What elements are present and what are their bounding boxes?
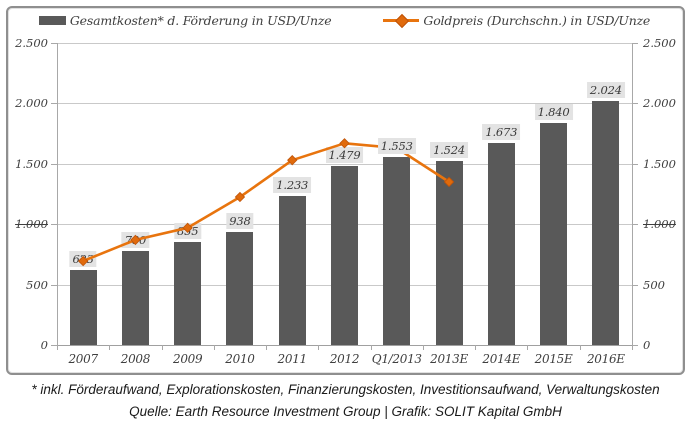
y-tick-right [632,224,638,226]
bar-value-label: 1.840 [534,103,573,120]
x-axis-label-2016E: 2016E [586,352,625,366]
x-tick [422,345,424,350]
y-tick-right [632,345,638,346]
x-axis-label-2010: 2010 [225,352,255,366]
y-axis-label-left: 2.000 [15,96,48,111]
bar-value-label: 1.233 [273,177,312,194]
bar-value-label: 1.479 [325,147,364,164]
y-tick-left [51,103,57,105]
gridline-2.000 [57,103,632,105]
y-tick-right [632,43,638,44]
bar-2013E [435,160,463,345]
y-axis-line-right [632,43,633,345]
y-tick-left [51,163,57,165]
x-tick [579,345,581,350]
line-series-marker-icon [383,13,420,29]
y-axis-label-right: 500 [643,277,665,292]
y-axis-label-right: 0 [643,338,651,352]
chart-footnote: * inkl. Förderaufwand, Explorationskoste… [31,382,660,397]
x-axis-label-2012: 2012 [329,352,360,366]
y-axis-label-left: 1.500 [15,156,48,171]
x-axis-label-2013E: 2013E [430,352,468,366]
y-axis-label-right: 1.000 [643,217,676,232]
bar-value-label: 623 [69,250,97,267]
bar-2014E [487,142,515,345]
bar-2011 [278,196,306,345]
bar-value-label: 855 [173,222,202,239]
y-tick-left [51,224,57,226]
x-axis-label-2008: 2008 [120,352,151,366]
bar-2010 [226,231,254,345]
y-axis-label-left: 2.500 [15,36,48,50]
x-axis-label-2009: 2009 [173,352,203,366]
x-tick [632,345,633,350]
x-tick [266,345,268,350]
legend-item-goldprice: Goldpreis (Durchschn.) in USD/Unze [383,12,651,29]
bar-2008 [121,250,149,345]
chart-source: Quelle: Earth Resource Investment Group … [129,404,562,419]
x-tick [370,345,372,350]
bar-value-label: 1.673 [482,123,521,140]
bar-2007 [69,269,97,345]
x-tick [318,345,320,350]
x-axis-label-2007: 2007 [68,352,98,366]
bar-value-label: 938 [226,212,254,229]
y-axis-label-right: 2.000 [643,96,676,111]
legend-label-total-costs: Gesamtkosten* d. Förderung in USD/Unze [69,12,332,28]
y-tick-left [51,43,57,44]
y-tick-left [51,284,57,286]
x-tick [109,345,111,350]
y-axis-label-right: 1.500 [643,156,676,171]
y-tick-right [632,103,638,105]
x-axis-label-Q1/2013: Q1/2013 [371,352,422,366]
bar-value-label: 1.553 [377,138,416,155]
x-tick [475,345,477,350]
y-axis-label-right: 2.500 [643,36,676,50]
legend-item-total-costs: Gesamtkosten* d. Förderung in USD/Unze [38,12,332,28]
x-axis-label-2014E: 2014E [482,352,521,366]
gridline-2.500 [57,43,632,44]
y-tick-left [51,345,57,346]
bar-Q1/2013 [383,157,411,345]
y-axis-label-left: 500 [26,277,48,292]
y-axis-label-left: 0 [40,338,48,352]
bar-2012 [331,166,358,345]
legend-label-goldprice: Goldpreis (Durchschn.) in USD/Unze [423,12,651,28]
bar-2009 [174,241,202,345]
gridline-0 [57,345,632,346]
bar-series-swatch-icon [38,15,66,25]
x-tick [161,345,163,350]
x-tick [57,345,58,350]
chart-legend: Gesamtkosten* d. Förderung in USD/Unze G… [38,9,650,31]
bar-2015E [540,122,568,345]
x-tick [527,345,529,350]
y-axis-line-left [57,43,58,345]
x-axis-label-2015E: 2015E [534,352,573,366]
x-axis-label-2011: 2011 [277,352,308,366]
y-tick-right [632,284,638,286]
bar-value-label: 1.524 [430,141,468,158]
y-tick-right [632,163,638,165]
x-tick [213,345,215,350]
bar-value-label: 2.024 [586,81,625,98]
y-axis-label-left: 1.000 [15,217,48,232]
bar-value-label: 780 [121,231,150,248]
bar-2016E [592,100,620,345]
